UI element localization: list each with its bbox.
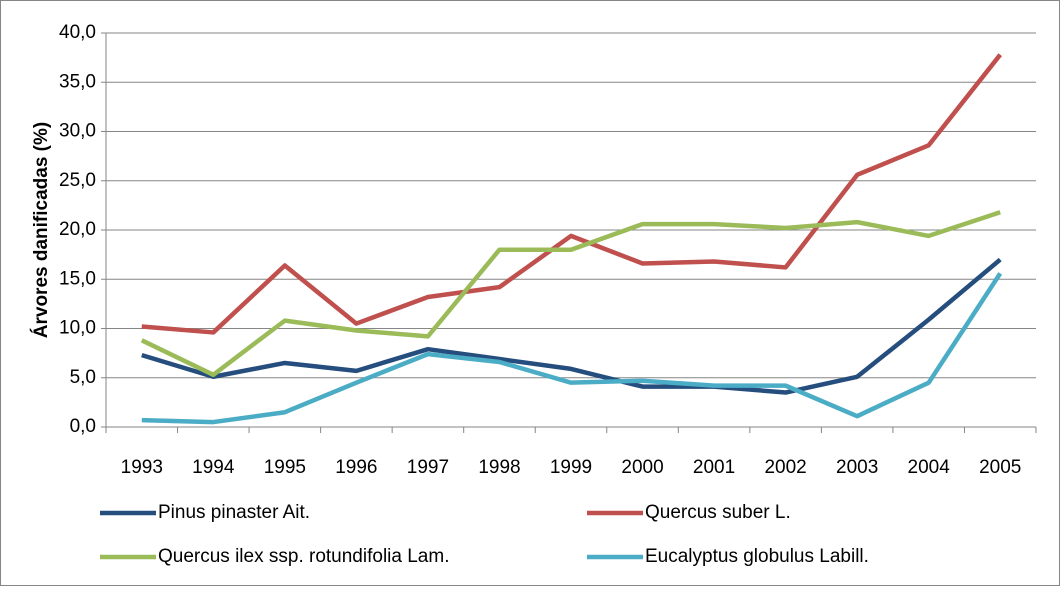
y-tick-label: 10,0 <box>59 318 96 339</box>
y-tick-label: 40,0 <box>59 22 96 43</box>
x-tick-label: 1993 <box>121 457 163 478</box>
series-line <box>140 210 1001 378</box>
x-tick-label: 2004 <box>908 457 951 478</box>
x-tick-label: 1995 <box>264 457 306 478</box>
x-tick-label: 2001 <box>693 457 735 478</box>
x-tick-label: 2000 <box>621 457 663 478</box>
legend-label: Pinus pinaster Ait. <box>158 502 310 523</box>
x-tick-label: 1997 <box>407 457 449 478</box>
x-tick-label: 1999 <box>550 457 592 478</box>
x-tick-label: 2002 <box>764 457 806 478</box>
y-tick-label: 35,0 <box>59 71 96 92</box>
x-tick-label: 2005 <box>979 457 1021 478</box>
legend-label: Eucalyptus globulus Labill. <box>645 546 869 567</box>
y-axis-label: Árvores danificadas (%) <box>30 122 52 338</box>
x-tick-label: 1998 <box>478 457 520 478</box>
series-line <box>141 53 1002 335</box>
x-tick-label: 1994 <box>192 457 235 478</box>
y-tick-label: 30,0 <box>59 121 96 142</box>
legend-label: Quercus ilex ssp. rotundifolia Lam. <box>158 546 449 567</box>
y-tick-label: 15,0 <box>59 268 96 289</box>
y-tick-label: 25,0 <box>59 170 96 191</box>
y-tick-label: 20,0 <box>59 219 96 240</box>
y-tick-label: 5,0 <box>70 367 96 388</box>
y-tick-label: 0,0 <box>70 416 96 437</box>
series-line <box>141 257 1002 395</box>
legend-label: Quercus suber L. <box>645 502 791 523</box>
series-line <box>141 272 1003 425</box>
x-tick-label: 2003 <box>836 457 878 478</box>
x-tick-label: 1996 <box>335 457 377 478</box>
